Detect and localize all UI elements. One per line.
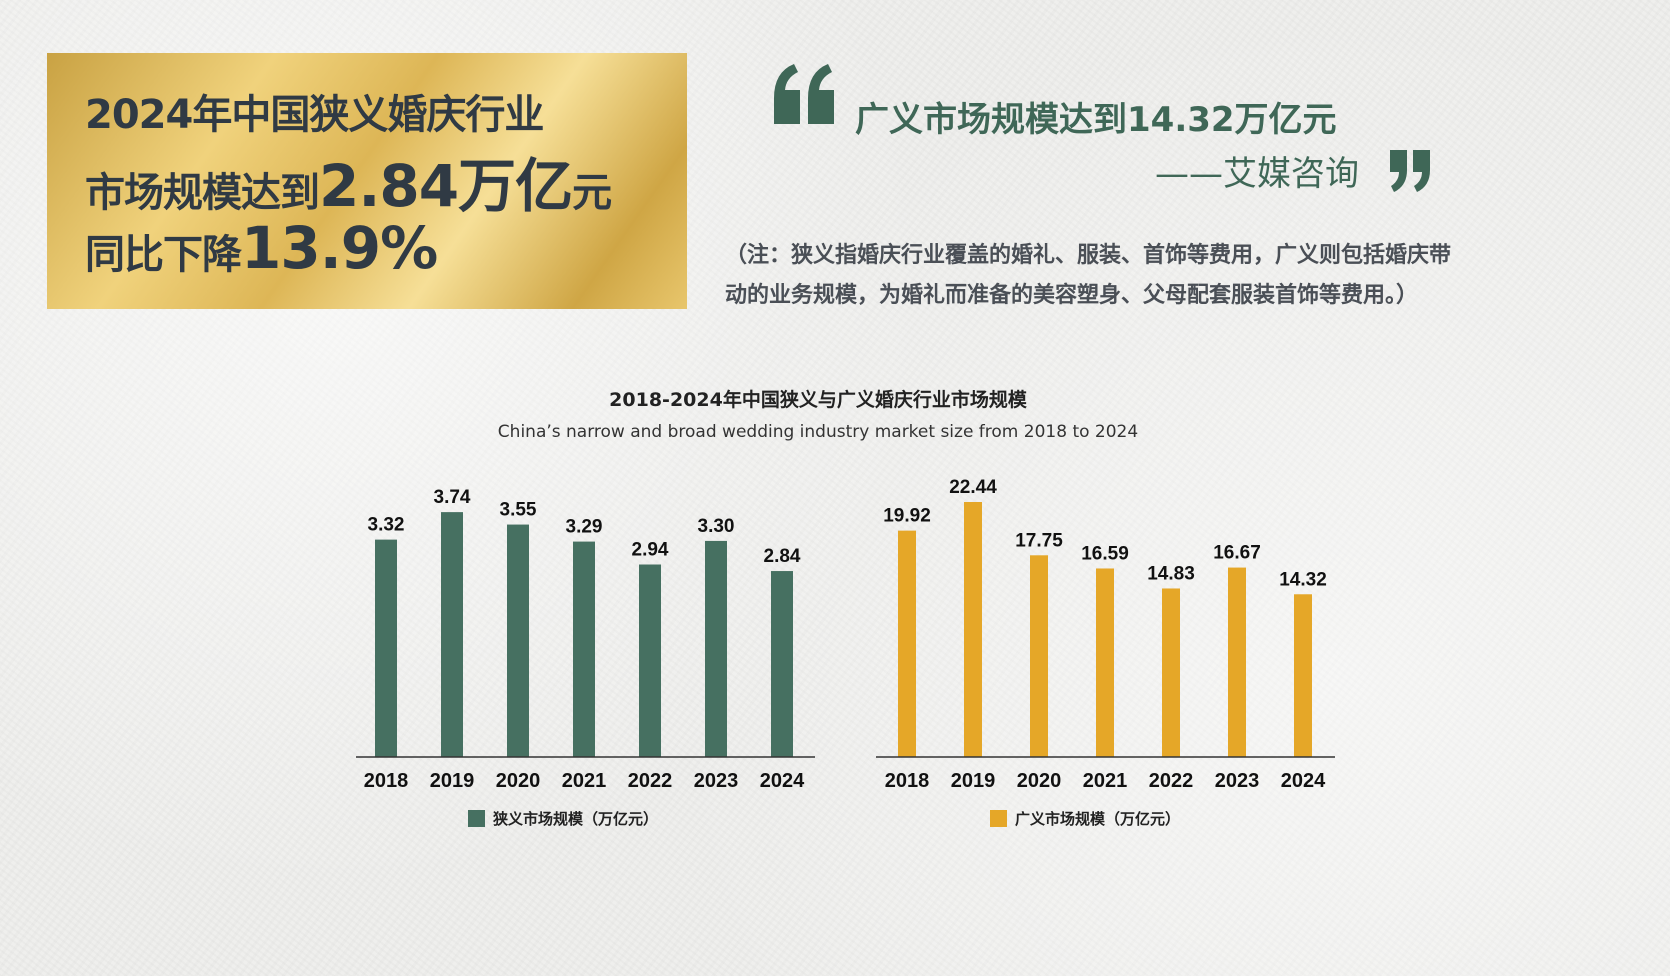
headline-box: 2024年中国狭义婚庆行业 市场规模达到2.84万亿元 同比下降13.9% xyxy=(47,53,687,309)
headline-decline-value: 13.9% xyxy=(241,214,438,282)
footnote-line-1: （注：狭义指婚庆行业覆盖的婚礼、服装、首饰等费用，广义则包括婚庆带 xyxy=(725,243,1452,268)
bar-broad-2020 xyxy=(1030,555,1048,757)
data-label-narrow-2022: 2.94 xyxy=(632,540,669,561)
bar-broad-2018 xyxy=(898,530,916,757)
bar-narrow-2019 xyxy=(441,512,463,757)
data-label-narrow-2021: 3.29 xyxy=(566,517,603,538)
data-label-broad-2022: 14.83 xyxy=(1147,563,1195,584)
x-tick-broad-2018: 2018 xyxy=(885,770,930,792)
quote-open-icon xyxy=(774,64,834,124)
data-label-broad-2019: 22.44 xyxy=(949,477,997,498)
chart-title: 2018-2024年中国狭义与广义婚庆行业市场规模 xyxy=(609,389,1027,411)
bar-broad-2022 xyxy=(1162,588,1180,757)
x-tick-narrow-2022: 2022 xyxy=(628,770,673,792)
headline-narrow-value: 2.84万亿 xyxy=(319,152,573,220)
data-label-narrow-2018: 3.32 xyxy=(368,515,405,536)
legend-broad-swatch xyxy=(990,810,1007,827)
quote-source: ——艾媒咨询 xyxy=(1155,154,1359,194)
bar-broad-2024 xyxy=(1294,594,1312,757)
headline-line-2: 市场规模达到2.84万亿元 xyxy=(85,152,612,220)
x-tick-broad-2020: 2020 xyxy=(1017,770,1062,792)
bar-broad-2021 xyxy=(1096,568,1114,757)
data-label-broad-2021: 16.59 xyxy=(1081,543,1129,564)
data-label-narrow-2024: 2.84 xyxy=(764,546,801,567)
x-tick-narrow-2021: 2021 xyxy=(562,770,607,792)
x-tick-narrow-2020: 2020 xyxy=(496,770,541,792)
x-tick-broad-2021: 2021 xyxy=(1083,770,1128,792)
legend-broad-label: 广义市场规模（万亿元） xyxy=(1015,810,1181,828)
x-tick-broad-2024: 2024 xyxy=(1281,770,1326,792)
data-label-broad-2020: 17.75 xyxy=(1015,530,1063,551)
legend-narrow-swatch xyxy=(468,810,485,827)
footnote-line-2: 动的业务规模，为婚礼而准备的美容塑身、父母配套服装首饰等费用。） xyxy=(725,283,1419,308)
legend-broad: 广义市场规模（万亿元） xyxy=(990,808,1180,829)
quote-text: 广义市场规模达到14.32万亿元 xyxy=(855,100,1337,140)
bar-narrow-2021 xyxy=(573,541,595,757)
data-label-narrow-2023: 3.30 xyxy=(698,516,735,537)
bar-narrow-2020 xyxy=(507,524,529,757)
x-tick-narrow-2024: 2024 xyxy=(760,770,805,792)
bar-broad-2023 xyxy=(1228,567,1246,757)
x-tick-narrow-2019: 2019 xyxy=(430,770,475,792)
bar-narrow-2024 xyxy=(771,571,793,757)
data-label-broad-2023: 16.67 xyxy=(1213,543,1261,564)
chart-subtitle: China’s narrow and broad wedding industr… xyxy=(497,422,1139,442)
x-tick-broad-2022: 2022 xyxy=(1149,770,1194,792)
data-label-narrow-2019: 3.74 xyxy=(434,487,471,508)
legend-narrow: 狭义市场规模（万亿元） xyxy=(468,808,658,829)
quote-close-icon xyxy=(1390,150,1430,192)
headline-line-1: 2024年中国狭义婚庆行业 xyxy=(85,92,544,138)
data-label-broad-2018: 19.92 xyxy=(883,506,931,527)
headline-line-3: 同比下降13.9% xyxy=(85,214,438,282)
legend-narrow-label: 狭义市场规模（万亿元） xyxy=(493,810,659,828)
x-tick-narrow-2023: 2023 xyxy=(694,770,739,792)
data-label-broad-2024: 14.32 xyxy=(1279,569,1327,590)
bar-broad-2019 xyxy=(964,502,982,757)
footnote: （注：狭义指婚庆行业覆盖的婚礼、服装、首饰等费用，广义则包括婚庆带 动的业务规模… xyxy=(725,236,1595,316)
bar-narrow-2023 xyxy=(705,540,727,757)
bar-narrow-2022 xyxy=(639,564,661,757)
bar-narrow-2018 xyxy=(375,539,397,757)
data-label-narrow-2020: 3.55 xyxy=(500,500,537,521)
x-tick-broad-2023: 2023 xyxy=(1215,770,1260,792)
x-tick-narrow-2018: 2018 xyxy=(364,770,409,792)
x-tick-broad-2019: 2019 xyxy=(951,770,996,792)
